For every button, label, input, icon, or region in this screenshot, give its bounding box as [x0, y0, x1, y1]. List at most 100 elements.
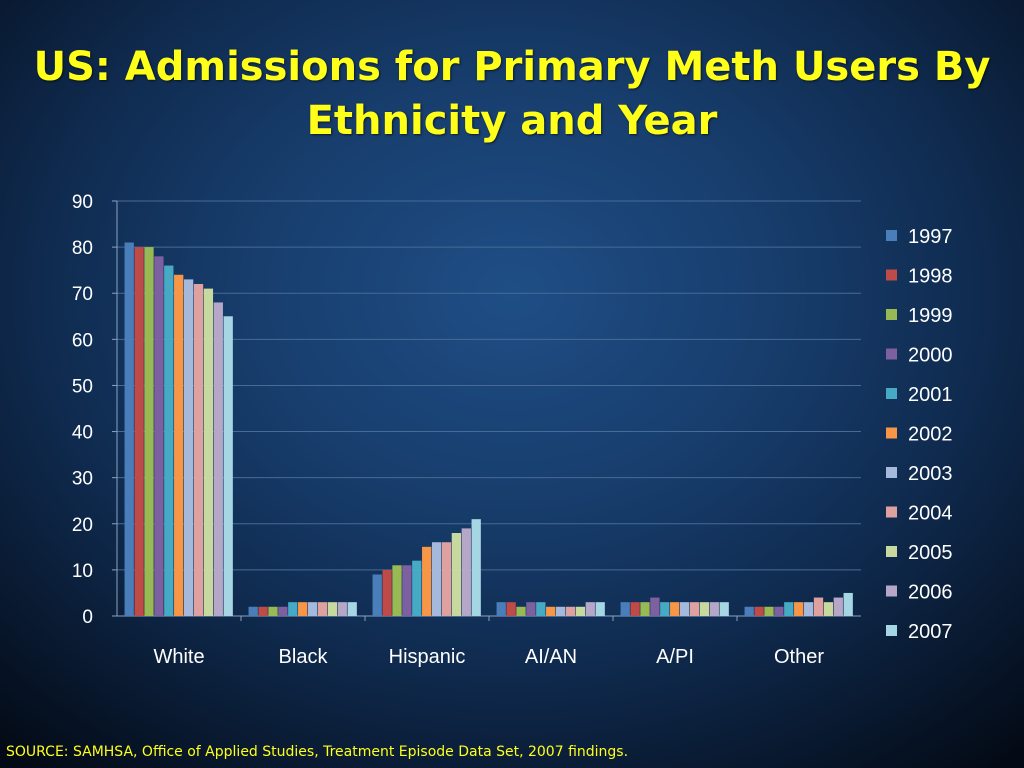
y-axis: 0 10 20 30 40 50 60 70 80 90 [72, 192, 118, 628]
legend-swatch [886, 269, 897, 281]
bar [689, 602, 700, 616]
bar [565, 606, 576, 616]
bar [412, 560, 422, 616]
bar [813, 597, 824, 616]
bars [124, 242, 853, 616]
bar [183, 279, 194, 616]
bar [496, 602, 506, 616]
legend-swatch [886, 467, 897, 478]
page-title: US: Admissions for Primary Meth Users By… [33, 44, 991, 144]
bar [640, 602, 650, 616]
bar [278, 606, 288, 616]
bar [372, 574, 382, 616]
y-tick-label: 20 [72, 515, 93, 536]
bar [679, 602, 690, 616]
bar [268, 606, 278, 616]
bar [650, 597, 660, 616]
bar [134, 247, 144, 616]
legend-swatch [886, 348, 897, 360]
x-tick-label: A/PI [656, 646, 694, 668]
legend-label: 2007 [908, 621, 953, 643]
bar [451, 533, 462, 616]
bar [461, 528, 471, 616]
legend-label: 1998 [908, 266, 953, 288]
bar [307, 602, 318, 616]
bar [402, 565, 412, 616]
bar [441, 542, 452, 616]
legend-swatch [886, 625, 897, 636]
bar [337, 602, 347, 616]
bar [124, 242, 134, 616]
bar [327, 602, 338, 616]
bar [764, 606, 774, 616]
bar [630, 602, 640, 616]
legend-label: 2004 [908, 503, 953, 525]
legend: 1997 1998 1999 2000 2001 2002 2003 2004 2005 2006… [886, 226, 953, 643]
bar [431, 542, 442, 616]
bar [317, 602, 328, 616]
bar [620, 602, 630, 616]
y-tick-label: 80 [72, 238, 93, 259]
bar [203, 288, 214, 616]
legend-label: 2003 [908, 463, 953, 485]
y-tick-label: 50 [72, 376, 93, 397]
bar [144, 247, 154, 616]
legend-swatch [886, 388, 897, 399]
legend-label: 2001 [908, 384, 953, 406]
bar [213, 302, 223, 616]
x-axis: White Black Hispanic AI/AN A/PI Other [117, 615, 861, 668]
legend-swatch [886, 427, 897, 439]
x-tick-label: Other [774, 646, 824, 668]
y-tick-label: 30 [72, 469, 93, 490]
bar [392, 565, 402, 616]
x-tick-label: Hispanic [389, 646, 466, 668]
y-tick-label: 0 [82, 607, 93, 628]
legend-label: 2002 [908, 424, 953, 446]
bar [298, 602, 308, 616]
bar [585, 602, 595, 616]
x-tick-label: AI/AN [525, 646, 577, 668]
bar [248, 606, 258, 616]
bar [709, 602, 719, 616]
x-tick-label: White [153, 646, 204, 668]
bar [471, 519, 481, 616]
bar [699, 602, 710, 616]
bar [193, 284, 204, 616]
legend-swatch [886, 585, 897, 597]
bar [506, 602, 516, 616]
bar [555, 606, 566, 616]
bar [843, 592, 853, 616]
bar [803, 602, 814, 616]
y-tick-label: 10 [72, 561, 93, 582]
bar [575, 606, 586, 616]
bar [382, 569, 392, 616]
y-tick-label: 40 [72, 423, 93, 444]
bar [595, 602, 605, 616]
gridlines [117, 200, 861, 571]
bar [526, 602, 536, 616]
bar [719, 602, 729, 616]
bar [422, 546, 432, 616]
bar [754, 606, 764, 616]
y-tick-label: 90 [72, 192, 93, 213]
bar [660, 602, 670, 616]
bar [784, 602, 794, 616]
legend-label: 2005 [908, 542, 953, 564]
x-tick-label: Black [279, 646, 329, 668]
legend-swatch [886, 506, 897, 518]
y-tick-label: 70 [72, 284, 93, 305]
source-note: SOURCE: SAMHSA, Office of Applied Studie… [6, 744, 629, 760]
bar [258, 606, 268, 616]
legend-label: 2006 [908, 582, 953, 604]
bar [546, 606, 556, 616]
bar [174, 274, 184, 616]
bar [164, 265, 174, 616]
legend-swatch [886, 309, 897, 320]
legend-label: 2000 [908, 345, 953, 367]
bar [774, 606, 784, 616]
bar [154, 256, 164, 616]
bar [794, 602, 804, 616]
bar [536, 602, 546, 616]
bar [516, 606, 526, 616]
